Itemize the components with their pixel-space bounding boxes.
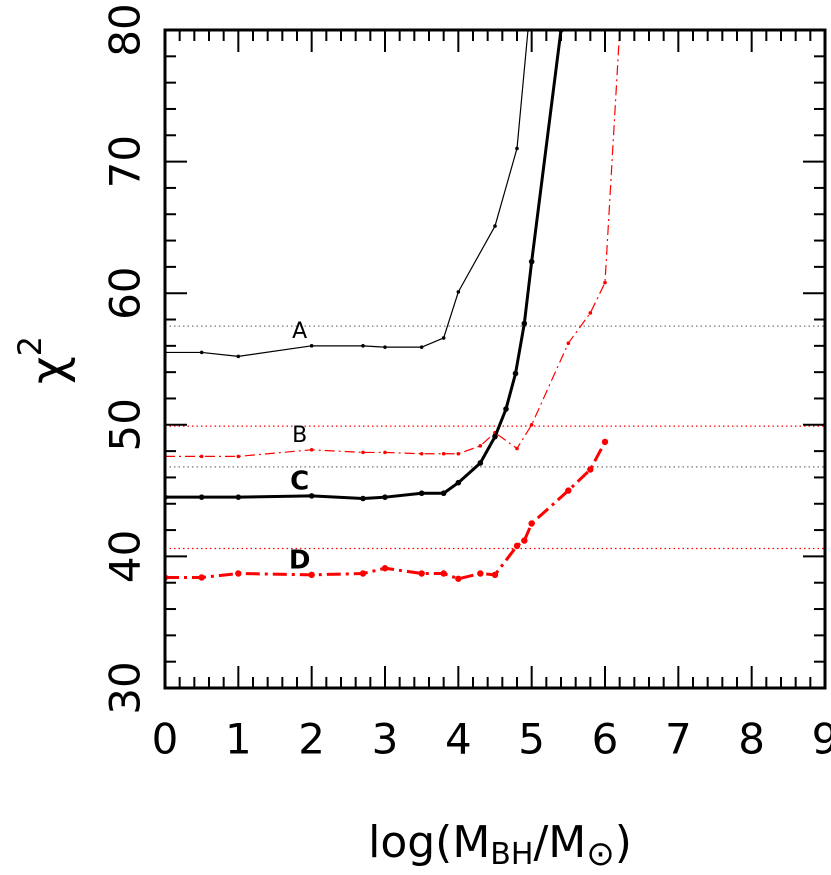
y-axis-label-part: 2 [11,336,49,356]
x-axis-label-part: BH [490,837,533,872]
series-label: C [290,466,309,496]
series-line [165,441,607,581]
series-point [441,336,446,340]
series-point [455,479,462,486]
series-point [521,320,528,327]
series-point [419,451,424,456]
series-point [529,423,534,427]
series-point [512,370,519,377]
series-point [528,520,535,527]
series-point [565,487,572,494]
series-point [308,493,315,499]
y-tick-label: 30 [101,661,150,714]
series-point [235,570,242,577]
series-point [477,460,484,466]
series-point [478,444,483,448]
plot-frame [163,28,827,690]
y-axis-label-part: χ [21,356,77,384]
series-point [528,258,535,265]
series-point [515,446,519,451]
series-point [361,450,365,455]
x-tick-label: 2 [298,715,325,764]
x-tick-label: 9 [812,715,831,764]
plot-area [165,30,825,582]
series-point [383,450,387,455]
y-tick-label: 80 [101,3,150,56]
series-point [360,495,366,502]
series-point [503,406,509,412]
series-point [513,542,521,550]
y-axis-label: χ2 [11,336,77,384]
series-point [359,570,367,577]
series-point [515,146,519,151]
series-point [198,574,205,581]
x-tick-label: 4 [445,715,472,764]
x-tick-label: 8 [738,715,765,764]
series-point [491,571,499,579]
series-point [588,311,593,315]
series-point [418,490,425,497]
x-tick-label: 5 [518,715,545,764]
series-point [603,280,607,285]
series-line [165,30,529,357]
series-point [455,575,462,582]
series-line [165,30,563,500]
series-point [521,537,528,544]
series-point [309,448,314,452]
series-label: B [292,423,307,448]
series-point [383,345,387,349]
y-tick-label: 40 [101,530,150,583]
series-point [199,454,204,459]
series-point [440,570,447,577]
series-point [456,290,461,294]
series-point [418,570,425,577]
series-point [419,345,424,349]
x-tick-label: 1 [225,715,252,764]
series-point [236,354,241,359]
series-point [199,350,204,355]
series-point [493,224,497,228]
x-tick-label: 3 [372,715,399,764]
series-point [361,344,365,348]
y-tick-label: 60 [101,266,150,319]
y-tick-label: 70 [101,135,150,188]
x-axis-label-part: ) [615,817,632,868]
series-point [492,433,498,440]
series-point [440,490,447,497]
series-point [587,466,594,473]
x-tick-label: 0 [152,715,179,764]
x-axis-label-part: /M [533,817,586,868]
x-axis-label-part: ⊙ [586,834,615,874]
series-point [309,344,314,348]
x-tick-label: 7 [665,715,692,764]
series-point [236,454,241,459]
series-line [165,30,621,457]
x-axis-label: log(MBH/M⊙) [368,817,632,874]
series-point [601,438,609,446]
series-point [381,565,389,572]
series-point [456,451,461,456]
series-point [235,494,242,500]
series-label: A [292,319,307,344]
series-label: D [289,545,311,575]
series-point [198,494,205,500]
series-point [382,494,388,500]
series-point [566,341,571,346]
y-tick-label: 50 [101,398,150,451]
x-tick-label: 6 [592,715,619,764]
series-point [308,571,315,579]
x-axis-label-part: log(M [368,817,490,868]
series-point [441,451,446,456]
series-point [477,570,484,577]
